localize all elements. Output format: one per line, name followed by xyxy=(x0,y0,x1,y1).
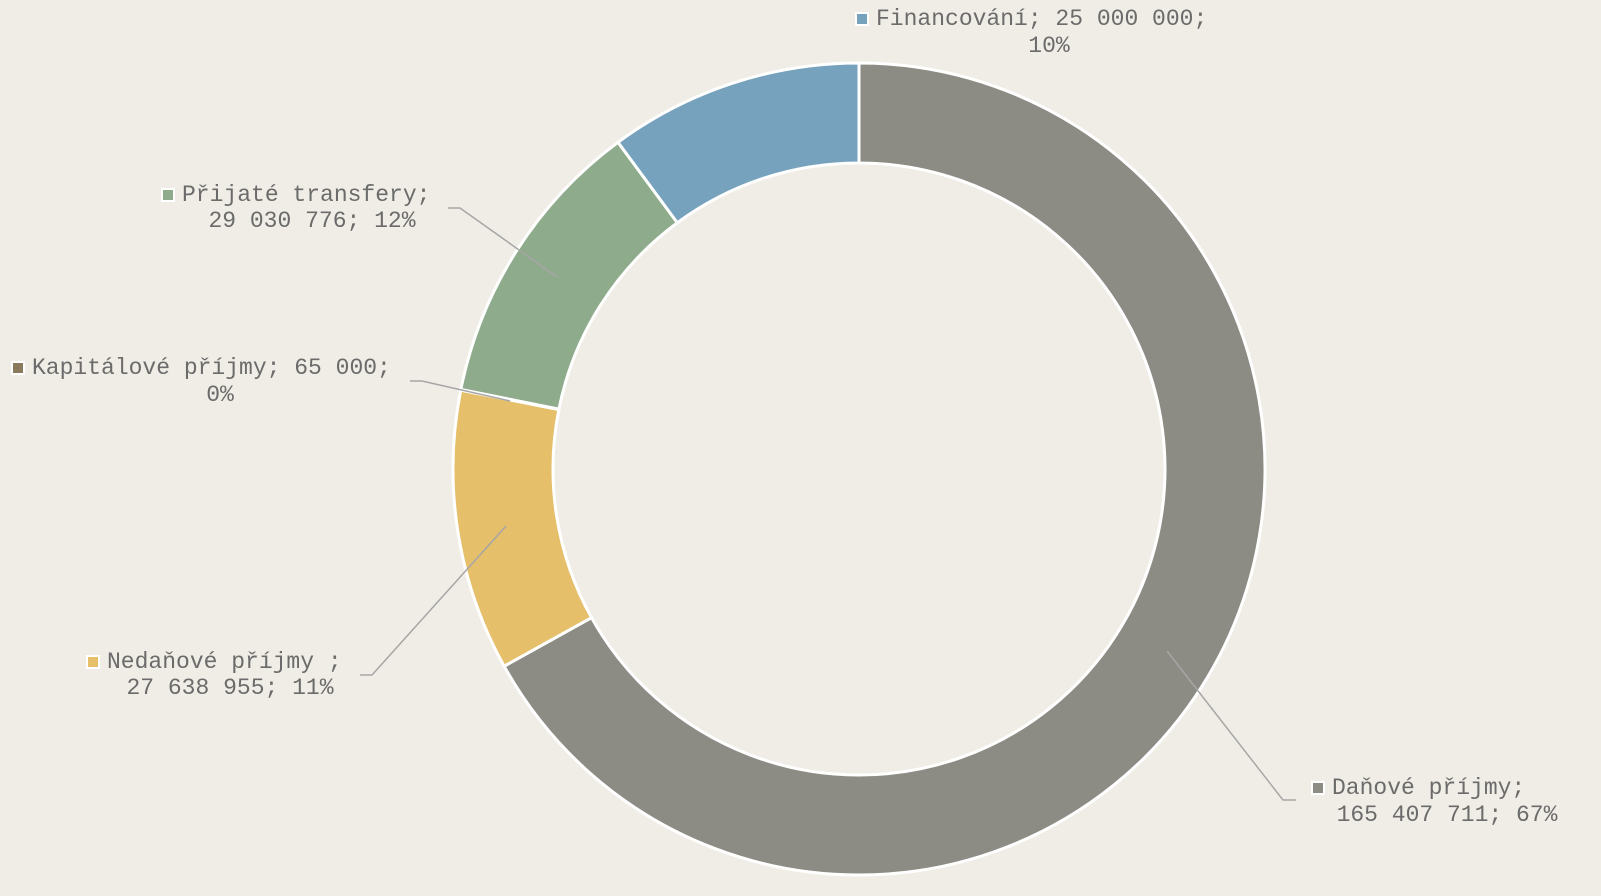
data-label: 10% xyxy=(1028,33,1070,59)
data-label: Daňové příjmy; xyxy=(1332,775,1525,801)
legend-marker xyxy=(11,361,25,375)
data-label: Financování; 25 000 000; xyxy=(876,6,1207,32)
leader-line xyxy=(360,525,507,676)
data-label: 27 638 955; 11% xyxy=(126,675,333,701)
data-label: 0% xyxy=(206,382,234,408)
data-label: Kapitálové příjmy; 65 000; xyxy=(32,355,391,381)
data-label: 165 407 711; 67% xyxy=(1337,802,1558,828)
data-label: Přijaté transfery; xyxy=(182,182,430,208)
data-label: 29 030 776; 12% xyxy=(208,208,415,234)
donut-slice xyxy=(459,140,680,411)
data-label: Nedaňové příjmy ; xyxy=(107,649,342,675)
legend-marker xyxy=(161,188,175,202)
leader-line xyxy=(410,380,511,402)
legend-marker xyxy=(1311,781,1325,795)
leader-line xyxy=(448,207,558,278)
donut-slice xyxy=(502,61,1267,877)
legend-marker xyxy=(86,655,100,669)
donut-slice xyxy=(615,61,861,225)
leader-line xyxy=(1166,650,1296,801)
donut-slice xyxy=(451,388,594,669)
legend-marker xyxy=(855,12,869,26)
